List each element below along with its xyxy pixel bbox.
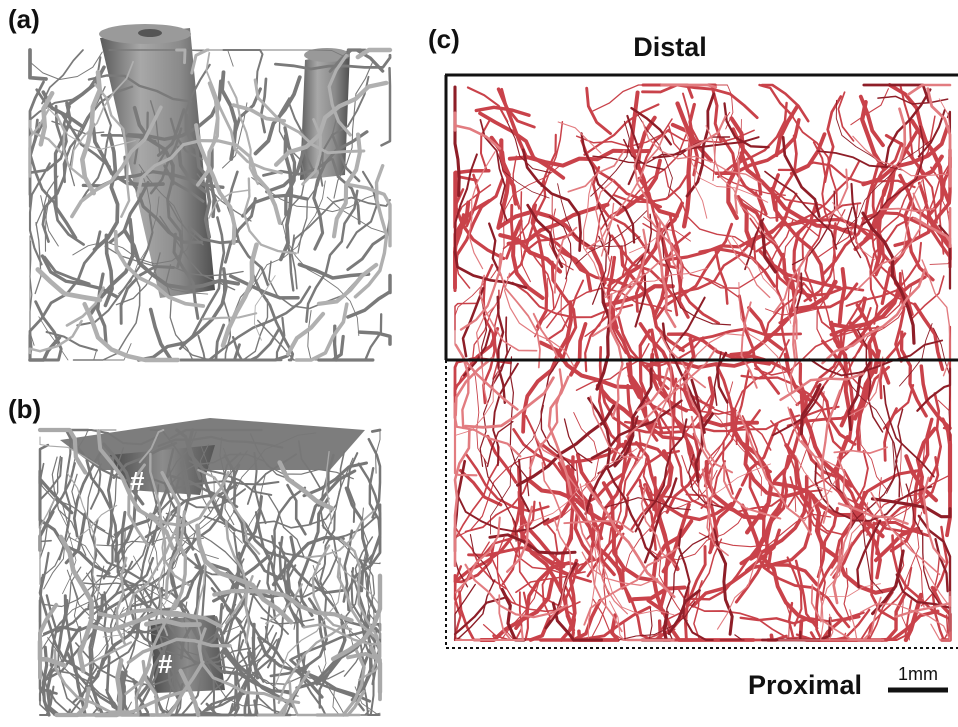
marker: # [158, 649, 173, 679]
vessel [329, 517, 377, 540]
panel-label: (b) [8, 394, 41, 424]
canal [138, 29, 162, 37]
vessel [872, 499, 950, 517]
vessel [455, 430, 469, 566]
vessel [255, 701, 265, 715]
panel-b [40, 418, 380, 715]
vessel [308, 311, 319, 361]
vessel [549, 377, 571, 495]
top-label: Distal [633, 32, 707, 62]
vessel [321, 314, 381, 360]
vessel [268, 565, 295, 667]
panel-a [30, 24, 390, 360]
panel-c [455, 85, 950, 640]
marker: # [130, 466, 145, 496]
vessel [372, 430, 380, 432]
vessel [347, 172, 377, 248]
vessel [382, 68, 391, 145]
vessel [39, 317, 68, 360]
bottom-label: Proximal [748, 670, 862, 700]
vessel [456, 358, 493, 415]
vessel [643, 85, 758, 118]
scale-label: 1mm [898, 664, 938, 684]
vessel [290, 198, 390, 257]
vessel [30, 50, 102, 80]
vessel [498, 297, 505, 403]
vessel [840, 269, 845, 323]
panel-label: (c) [428, 24, 460, 54]
vessel [881, 209, 935, 212]
vessel [105, 235, 112, 305]
vessel [896, 409, 903, 497]
vessel [462, 358, 468, 428]
vessel [251, 328, 280, 360]
panel-label: (a) [8, 4, 40, 34]
figure: (a) (b) # # (c) Distal Proximal 1mm [0, 0, 958, 727]
vessel [358, 711, 380, 715]
vessel [587, 88, 611, 133]
vessel [760, 85, 793, 116]
vessel [560, 251, 591, 291]
vessel [541, 361, 575, 470]
vessel [597, 284, 610, 389]
vessel [223, 245, 257, 346]
vessel [455, 113, 500, 149]
vessel [299, 265, 368, 279]
